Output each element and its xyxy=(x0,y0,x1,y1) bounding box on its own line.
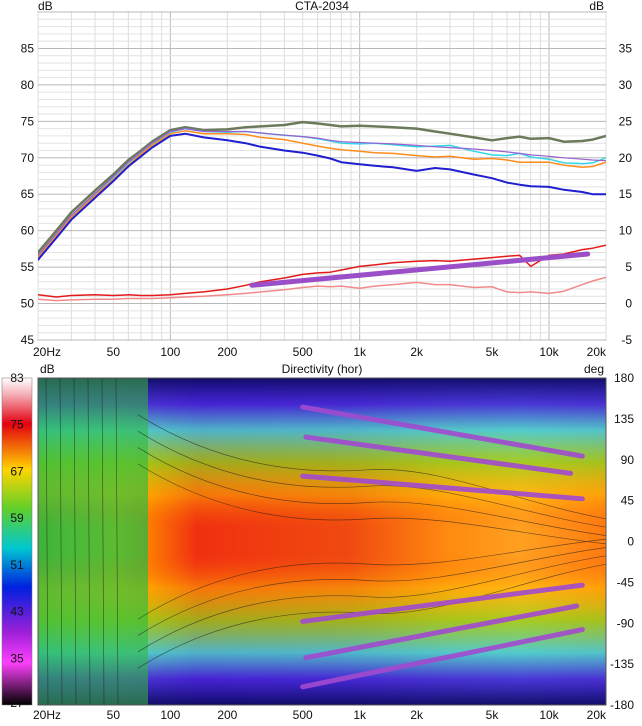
x-tick-label: 1k xyxy=(353,345,367,359)
angle-tick-label: -180 xyxy=(610,698,634,712)
guide-line-0 xyxy=(300,404,585,459)
y-tick-label-right: 35 xyxy=(619,41,633,55)
y-tick-label: 80 xyxy=(21,78,35,92)
y-tick-label: 85 xyxy=(21,41,35,55)
heatmap-x-tick-label: 2k xyxy=(410,708,424,721)
series-line-predicted-in-room xyxy=(38,128,606,256)
x-tick-label: 10k xyxy=(539,345,559,359)
angle-tick-label: -90 xyxy=(617,616,635,630)
y-ticks-right: -5 0 5 10 15 20 25 30 35 xyxy=(619,41,633,347)
x-ticks: 20Hz 50 100 200 500 1k 2k 5k 10k 20k xyxy=(33,345,607,359)
colorbar xyxy=(1,377,33,706)
series-line-di-trend xyxy=(249,251,591,288)
x-tick-label: 100 xyxy=(160,345,180,359)
angle-tick-label: -45 xyxy=(617,575,635,589)
y-axis-label-left: dB xyxy=(38,0,53,13)
heatmap-x-tick-label: 1k xyxy=(353,708,367,721)
colorbar-tick-label: 83 xyxy=(10,371,24,385)
x-tick-label: 2k xyxy=(410,345,424,359)
angle-tick-label: 90 xyxy=(621,453,635,467)
heatmap-x-tick-label: 500 xyxy=(293,708,313,721)
guide-line-5 xyxy=(300,627,585,690)
directivity-heatmap: Directivity (hor) dB deg 83 75 67 59 51 43 35 2… xyxy=(1,362,634,722)
y-tick-label-right: 0 xyxy=(625,297,632,311)
colorbar-tick-label: 59 xyxy=(10,511,24,525)
heatmap-x-tick-label: 20k xyxy=(587,708,607,721)
y-axis-label-right: dB xyxy=(589,0,604,13)
y-tick-label: 65 xyxy=(21,187,35,201)
y-ticks: 45 50 55 60 65 70 75 80 85 xyxy=(21,41,35,347)
cta2034-chart: CTA-2034 dB dB 45 50 55 60 65 70 75 80 85 -5 0 5 10… xyxy=(21,0,633,359)
angle-tick-label: 180 xyxy=(614,371,634,385)
colorbar-tick-label: 43 xyxy=(10,605,24,619)
x-tick-label: 20k xyxy=(587,345,607,359)
colorbar-ticks: 83 75 67 59 51 43 35 27 xyxy=(10,371,24,710)
y-tick-label-right: 20 xyxy=(619,151,633,165)
y-tick-label-right: 25 xyxy=(619,114,633,128)
angle-tick-label: -135 xyxy=(610,657,634,671)
y-tick-label-right: 5 xyxy=(625,260,632,274)
heatmap-x-tick-label: 5k xyxy=(486,708,500,721)
heatmap-x-ticks: 20Hz 50 100 200 500 1k 2k 5k 10k 20k xyxy=(33,708,607,722)
x-tick-label: 200 xyxy=(217,345,237,359)
angle-ticks: 180 135 90 45 0 -45 -90 -135 -180 xyxy=(610,371,634,712)
heatmap-frame xyxy=(37,377,607,706)
y-tick-label-right: -5 xyxy=(621,333,632,347)
y-tick-label: 55 xyxy=(21,260,35,274)
colorbar-tick-label: 51 xyxy=(10,558,24,572)
y-tick-label: 45 xyxy=(21,333,35,347)
plot-area xyxy=(37,11,607,341)
y-tick-label: 70 xyxy=(21,151,35,165)
y-tick-label: 50 xyxy=(21,297,35,311)
angle-tick-label: 45 xyxy=(621,494,635,508)
grid xyxy=(37,11,607,341)
y-tick-label-right: 15 xyxy=(619,187,633,201)
colorbar-tick-label: 35 xyxy=(10,651,24,665)
heatmap-field xyxy=(38,378,606,705)
x-tick-label: 5k xyxy=(486,345,500,359)
series-group xyxy=(38,120,606,302)
guide-lines xyxy=(300,404,585,690)
heatmap-x-tick-label: 50 xyxy=(107,708,121,721)
series-line-early-reflections-di xyxy=(38,276,606,302)
series-line-early-reflections xyxy=(38,130,606,259)
guide-line-2 xyxy=(300,473,585,502)
y-tick-label-right: 10 xyxy=(619,224,633,238)
colorbar-tick-label: 67 xyxy=(10,464,24,478)
series-line-on-axis xyxy=(38,120,606,254)
heatmap-y-label-left: dB xyxy=(40,362,55,376)
heatmap-x-tick-label: 100 xyxy=(160,708,180,721)
heatmap-y-label-right: deg xyxy=(584,362,604,376)
angle-tick-label: 135 xyxy=(614,412,634,426)
y-tick-label: 75 xyxy=(21,114,35,128)
angle-tick-label: 0 xyxy=(627,535,634,549)
heatmap-x-tick-label: 20Hz xyxy=(33,708,61,721)
x-tick-label: 500 xyxy=(293,345,313,359)
y-tick-label-right: 30 xyxy=(619,78,633,92)
guide-line-3 xyxy=(300,582,585,624)
y-tick-label: 60 xyxy=(21,224,35,238)
colorbar-tick-label: 27 xyxy=(10,696,24,710)
heatmap-title: Directivity (hor) xyxy=(282,362,363,376)
series-line-sound-power xyxy=(38,132,606,261)
heatmap-x-tick-label: 10k xyxy=(539,708,559,721)
heatmap-x-tick-label: 200 xyxy=(217,708,237,721)
guide-line-4 xyxy=(303,603,580,661)
colorbar-tick-label: 75 xyxy=(10,418,24,432)
x-tick-label: 20Hz xyxy=(33,345,61,359)
guide-line-1 xyxy=(303,434,574,476)
x-tick-label: 50 xyxy=(107,345,121,359)
chart-title: CTA-2034 xyxy=(295,0,349,13)
